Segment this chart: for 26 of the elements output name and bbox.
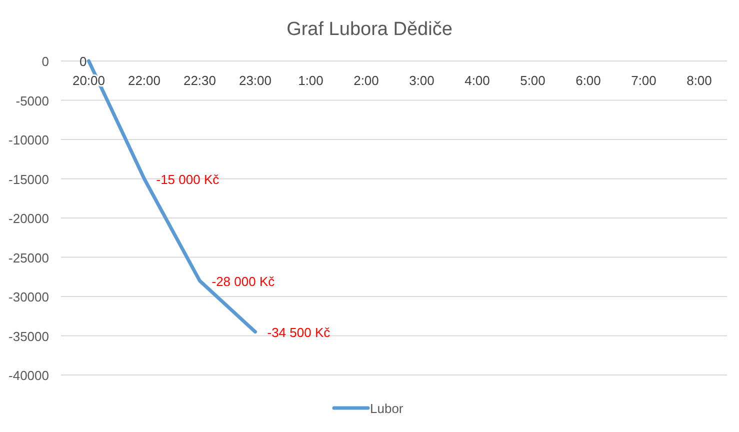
y-tick-label: 0 [42,54,49,69]
legend-label: Lubor [370,401,404,416]
x-tick-label: 2:00 [354,73,379,88]
x-tick-label: 8:00 [686,73,712,88]
y-tick-label: -30000 [8,290,49,304]
data-label: -28 000 Kč [212,274,276,289]
x-tick-label: 22:00 [128,73,161,88]
data-label: 0 [80,54,87,69]
y-tick-label: -35000 [8,328,49,344]
data-label: -34 500 Kč [267,324,331,340]
x-tick-label: 4:00 [464,73,490,88]
y-tick-label: -40000 [8,368,49,383]
y-tick-label: -25000 [8,250,49,266]
y-tick-label: -10000 [8,132,49,148]
x-tick-label: 22:30 [183,73,216,88]
x-tick-label: 3:00 [409,73,434,88]
y-tick-label: -15000 [8,172,49,187]
x-tick-label: 5:00 [520,73,546,88]
x-tick-label: 1:00 [298,73,324,88]
x-tick-label: 7:00 [631,73,656,88]
data-label: -15 000 Kč [156,172,220,187]
x-tick-label: 6:00 [576,73,601,88]
chart-title: Graf Lubora Dědiče [286,19,452,40]
x-tick-label: 23:00 [238,73,272,88]
y-tick-label: -5000 [16,93,49,108]
y-tick-label: -20000 [8,211,49,226]
